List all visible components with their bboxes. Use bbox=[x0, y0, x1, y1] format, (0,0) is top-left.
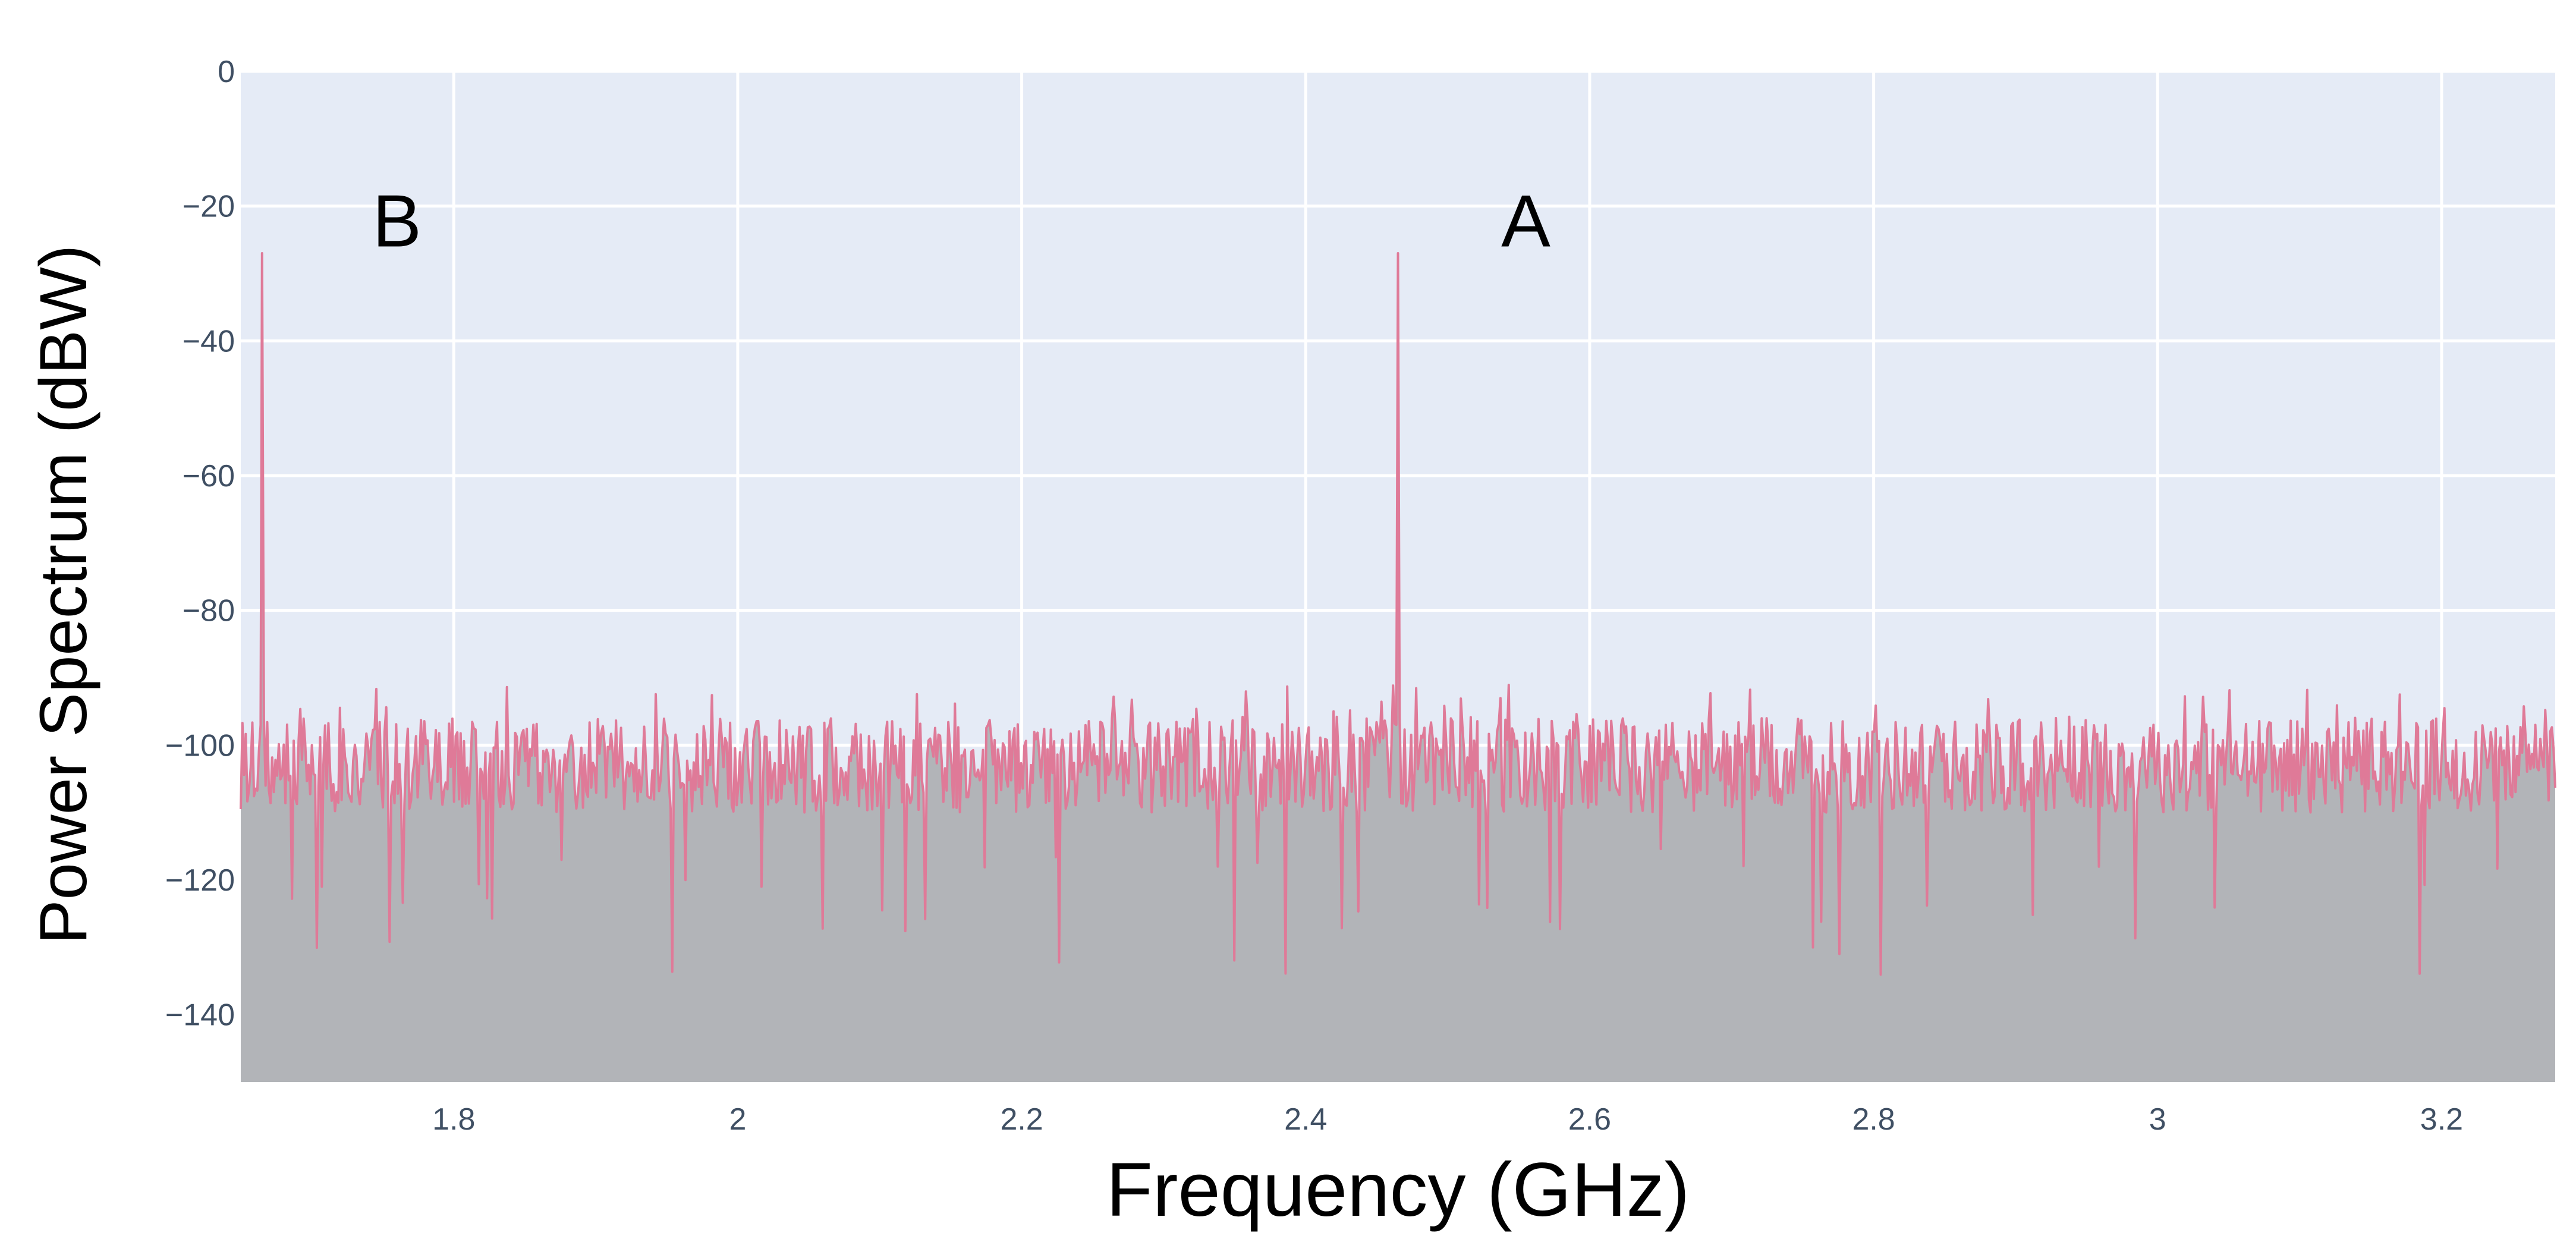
x-tick-label: 2.6 bbox=[1568, 1102, 1611, 1137]
y-tick-label: −140 bbox=[165, 998, 235, 1033]
x-tick-label: 2.2 bbox=[1000, 1102, 1043, 1137]
y-tick-label: −20 bbox=[183, 190, 235, 224]
x-tick-label: 1.8 bbox=[432, 1102, 475, 1137]
x-tick-label: 3.2 bbox=[2420, 1102, 2463, 1137]
y-tick-label: −80 bbox=[183, 594, 235, 628]
power-spectrum-trace bbox=[240, 252, 2556, 976]
x-tick-label: 2.8 bbox=[1852, 1102, 1895, 1137]
y-axis-title: Power Spectrum (dBW) bbox=[26, 245, 100, 944]
y-tick-label: −100 bbox=[165, 728, 235, 763]
x-tick-label: 2.4 bbox=[1284, 1102, 1327, 1137]
y-tick-label: 0 bbox=[218, 55, 235, 89]
fill-below-trace bbox=[241, 253, 2555, 1082]
y-tick-label: −40 bbox=[183, 324, 235, 358]
x-tick-label: 3 bbox=[2149, 1102, 2166, 1137]
peak-annotation-b: B bbox=[372, 181, 422, 263]
peak-annotation-a: A bbox=[1501, 181, 1550, 263]
x-axis-title: Frequency (GHz) bbox=[1106, 1147, 1690, 1232]
y-tick-label: −60 bbox=[183, 459, 235, 493]
tick-label-layer: 1.8 2 2.2 2.4 2.6 2.8 3 3.2 0 −20 −40 −60 −80 −100 −12… bbox=[165, 55, 2463, 1137]
y-tick-label: −120 bbox=[165, 863, 235, 898]
x-tick-label: 2 bbox=[729, 1102, 746, 1137]
